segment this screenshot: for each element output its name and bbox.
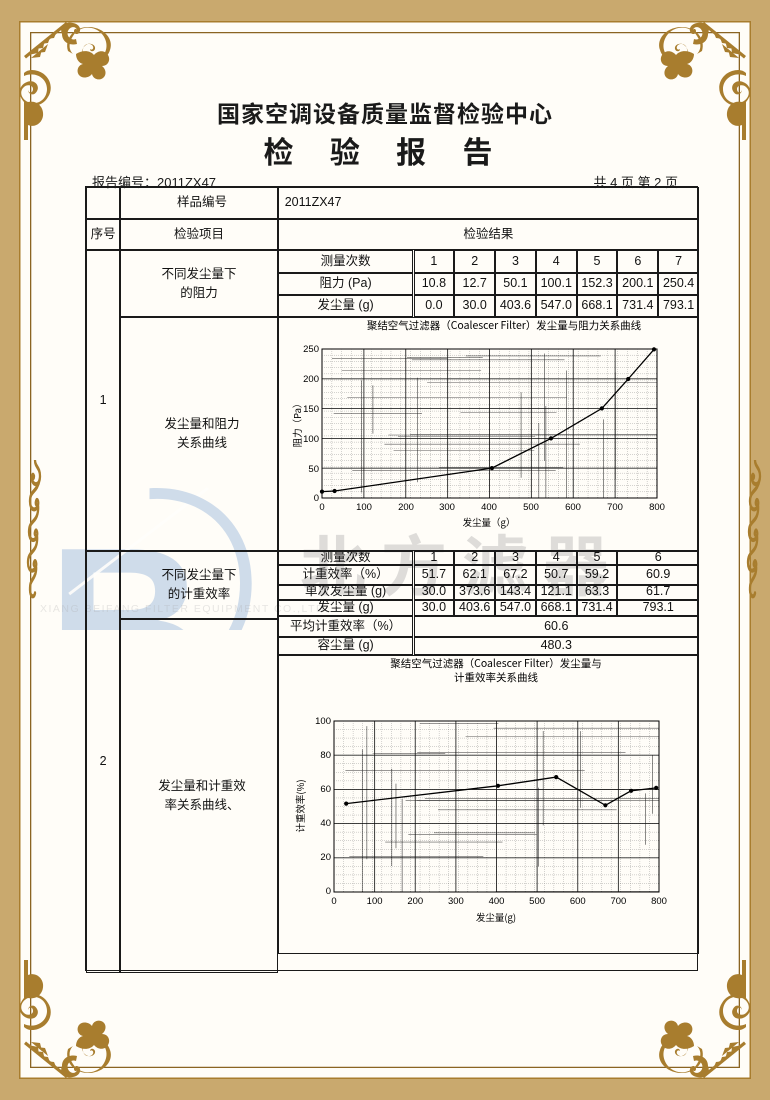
svg-text:300: 300: [448, 896, 464, 907]
svg-text:500: 500: [529, 896, 545, 907]
svg-text:聚结空气过滤器（Coalescer Filter）发尘量与: 聚结空气过滤器（Coalescer Filter）发尘量与: [390, 656, 601, 671]
svg-text:0: 0: [319, 502, 324, 513]
svg-text:200: 200: [398, 502, 414, 513]
svg-text:计重效率(%): 计重效率(%): [293, 780, 307, 833]
svg-text:600: 600: [565, 502, 581, 513]
svg-text:800: 800: [649, 502, 665, 513]
svg-text:100: 100: [366, 896, 382, 907]
svg-text:200: 200: [407, 896, 423, 907]
svg-text:发尘量（g）: 发尘量（g）: [462, 515, 515, 529]
svg-text:800: 800: [651, 896, 667, 907]
svg-text:80: 80: [320, 750, 331, 761]
svg-text:300: 300: [439, 502, 455, 513]
svg-text:0: 0: [331, 896, 336, 907]
svg-text:计重效率关系曲线: 计重效率关系曲线: [454, 670, 538, 685]
svg-text:600: 600: [570, 896, 586, 907]
svg-text:0: 0: [325, 886, 330, 897]
svg-text:100: 100: [315, 716, 331, 727]
svg-text:150: 150: [303, 404, 319, 415]
svg-text:50: 50: [308, 464, 319, 475]
svg-text:聚结空气过滤器（Coalescer Filter）发尘量与阻: 聚结空气过滤器（Coalescer Filter）发尘量与阻力关系曲线: [367, 318, 642, 333]
svg-text:60: 60: [320, 784, 331, 795]
svg-text:发尘量(g): 发尘量(g): [476, 910, 516, 924]
svg-text:200: 200: [303, 374, 319, 385]
svg-text:700: 700: [607, 502, 623, 513]
svg-text:40: 40: [320, 818, 331, 829]
svg-text:100: 100: [356, 502, 372, 513]
svg-text:0: 0: [313, 493, 318, 504]
svg-text:20: 20: [320, 852, 331, 863]
svg-text:400: 400: [481, 502, 497, 513]
svg-text:700: 700: [610, 896, 626, 907]
svg-text:500: 500: [523, 502, 539, 513]
svg-text:250: 250: [303, 344, 319, 355]
svg-text:400: 400: [488, 896, 504, 907]
svg-text:阻力（Pa）: 阻力（Pa）: [290, 399, 304, 448]
svg-text:100: 100: [303, 434, 319, 445]
